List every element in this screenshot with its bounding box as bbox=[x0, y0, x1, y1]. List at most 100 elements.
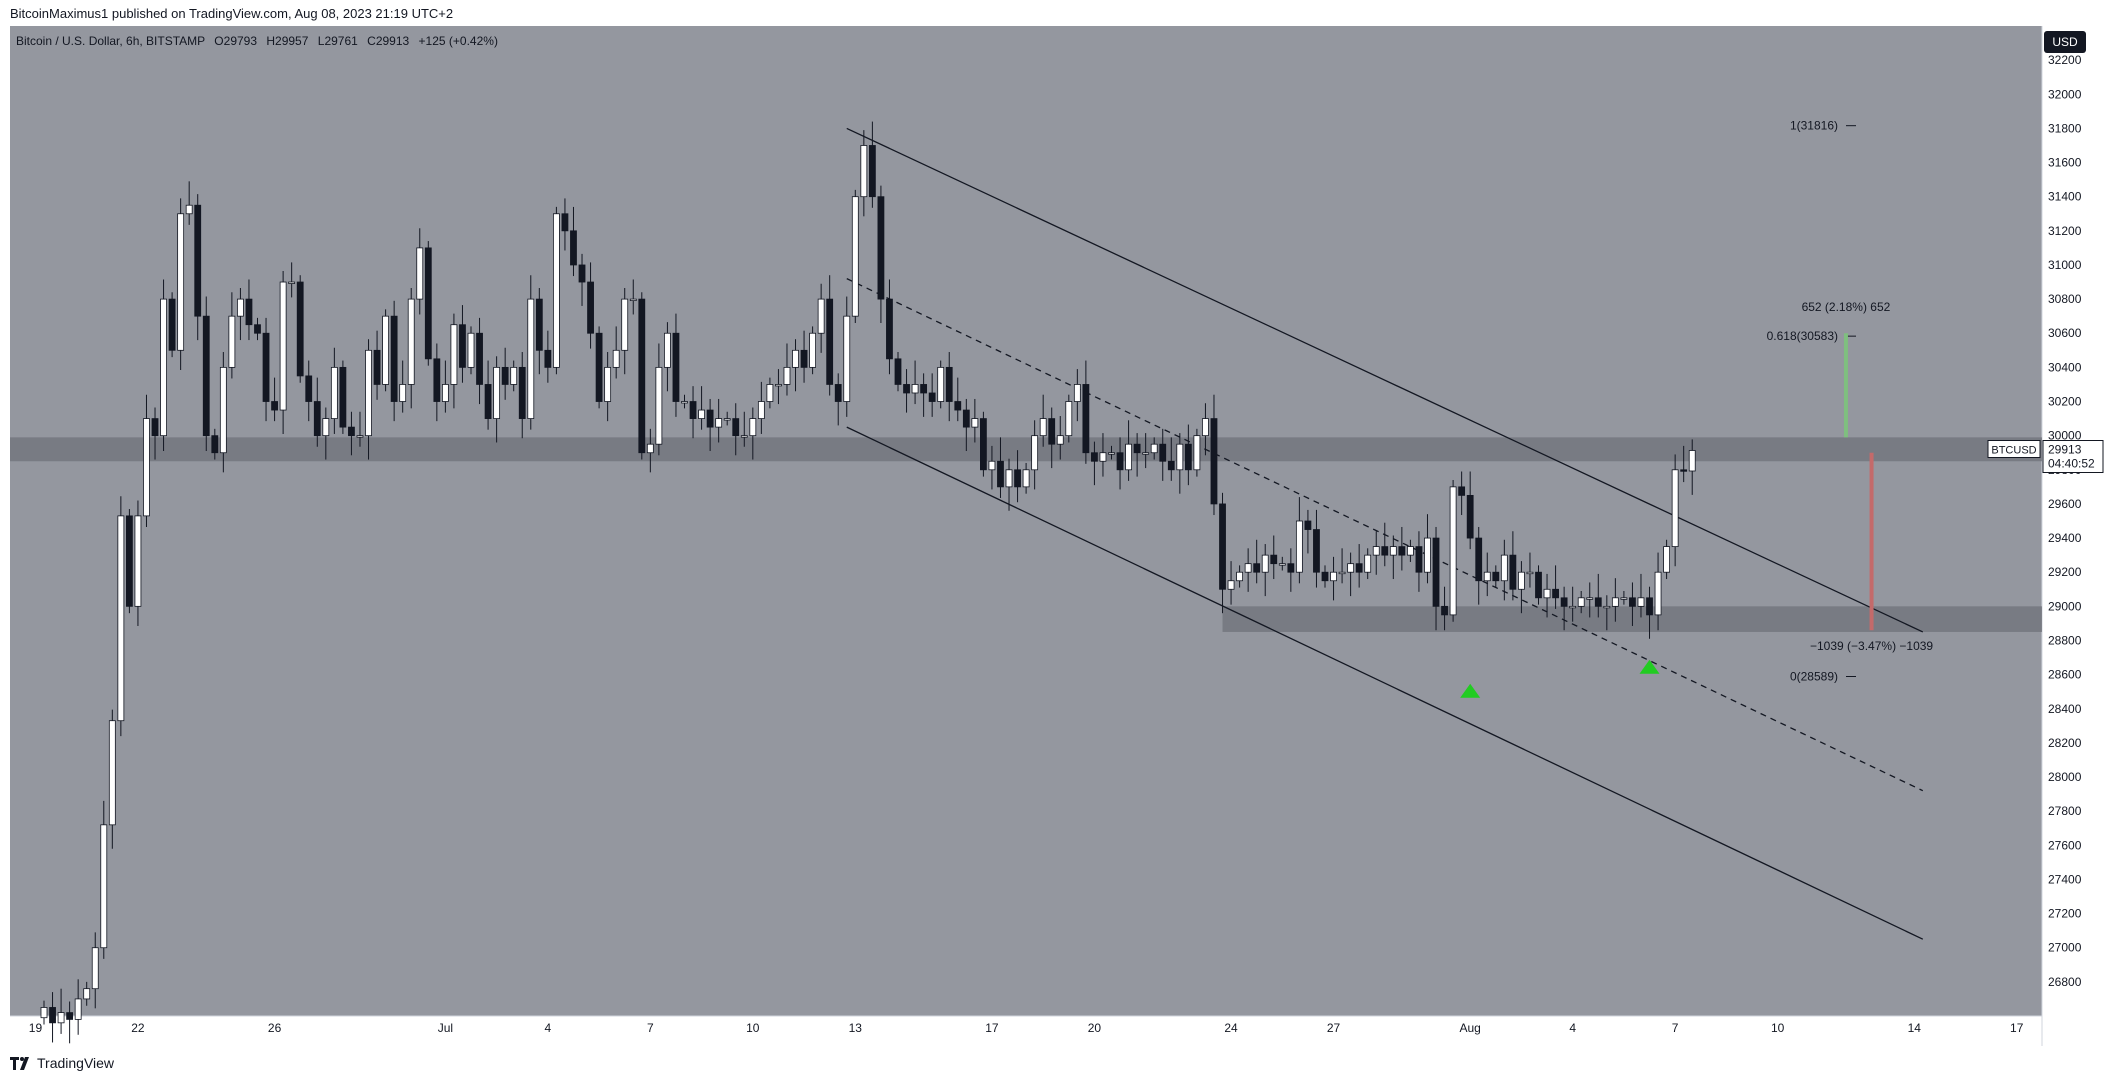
candle-body bbox=[809, 332, 816, 368]
candle-body bbox=[91, 947, 99, 990]
time-tick-label: 10 bbox=[746, 1021, 760, 1035]
high-value: 29957 bbox=[275, 34, 309, 48]
candle bbox=[962, 398, 970, 452]
price-chart[interactable]: 1(31816) 0.618(30583) 0(28589) 652 (2.18%)… bbox=[0, 26, 2114, 1046]
candle bbox=[66, 1001, 74, 1044]
candle bbox=[1646, 586, 1653, 639]
candle bbox=[1278, 556, 1286, 571]
candle bbox=[1287, 548, 1295, 592]
candle-body bbox=[1594, 597, 1602, 607]
time-tick-label: 10 bbox=[1771, 1021, 1785, 1035]
candle bbox=[809, 326, 816, 375]
candle-body bbox=[1159, 443, 1167, 462]
candle-body bbox=[553, 213, 560, 368]
candle bbox=[612, 326, 620, 379]
candle-body bbox=[1236, 571, 1243, 582]
symbol-title: Bitcoin / U.S. Dollar, 6h, BITSTAMP bbox=[16, 34, 205, 48]
candle-body bbox=[57, 1012, 65, 1024]
candle bbox=[1048, 407, 1056, 469]
candle bbox=[1227, 561, 1235, 605]
candle bbox=[143, 394, 150, 527]
candle bbox=[1116, 437, 1124, 490]
candle bbox=[1680, 445, 1688, 483]
candle-body bbox=[1022, 469, 1030, 488]
candle-body bbox=[1278, 563, 1286, 566]
candle-body bbox=[1270, 554, 1278, 565]
time-tick-label: Aug bbox=[1460, 1021, 1481, 1035]
candle-body bbox=[1458, 486, 1466, 496]
candle-body bbox=[151, 418, 159, 437]
measure-up-bar bbox=[1843, 333, 1848, 438]
time-tick-label: 17 bbox=[2010, 1021, 2024, 1035]
candle bbox=[40, 1000, 48, 1025]
candle-body bbox=[117, 515, 125, 722]
svg-text:Bitcoin / U.S. Dollar, 6h, BIT: Bitcoin / U.S. Dollar, 6h, BITSTAMP O297… bbox=[16, 34, 498, 48]
candle bbox=[980, 411, 987, 477]
candle-body bbox=[1364, 554, 1372, 573]
candle bbox=[1202, 403, 1209, 456]
candle bbox=[1330, 556, 1337, 601]
fib-levels: 1(31816) 0.618(30583) 0(28589) bbox=[1767, 119, 1856, 683]
candle-body bbox=[1415, 546, 1423, 573]
candles bbox=[40, 121, 1696, 1044]
candle-body bbox=[1432, 537, 1440, 607]
candle-body bbox=[894, 358, 902, 385]
candle bbox=[245, 279, 253, 341]
candle-body bbox=[544, 349, 552, 368]
candle bbox=[886, 279, 893, 375]
candle bbox=[219, 352, 227, 473]
time-tick-label: 26 bbox=[268, 1021, 282, 1035]
candle-body bbox=[100, 824, 108, 949]
candle bbox=[1620, 590, 1628, 605]
currency-button[interactable]: USD bbox=[2044, 31, 2086, 53]
price-tick-label: 27600 bbox=[2048, 838, 2082, 852]
candle-body bbox=[518, 366, 526, 419]
candle bbox=[732, 403, 740, 456]
candle-body bbox=[535, 298, 543, 351]
candle bbox=[1466, 471, 1474, 550]
candle bbox=[843, 296, 851, 417]
candle-body bbox=[1056, 435, 1064, 445]
candle-body bbox=[271, 401, 278, 411]
green-triangle-marker bbox=[1460, 683, 1481, 698]
candle-body bbox=[1483, 571, 1491, 582]
plot-area[interactable] bbox=[10, 26, 2042, 1016]
candle-body bbox=[911, 384, 919, 394]
price-tick-label: 28800 bbox=[2048, 633, 2082, 647]
candle-body bbox=[843, 315, 851, 402]
price-tick-label: 30400 bbox=[2048, 360, 2082, 374]
low-value: 29761 bbox=[324, 34, 358, 48]
candle-body bbox=[237, 298, 244, 317]
price-tick-label: 31000 bbox=[2048, 258, 2082, 272]
candle-body bbox=[49, 1007, 56, 1024]
time-axis[interactable] bbox=[0, 1016, 2042, 1046]
candle-body bbox=[211, 435, 219, 454]
time-tick-label: 27 bbox=[1327, 1021, 1341, 1035]
candle bbox=[484, 360, 492, 430]
candle bbox=[1313, 509, 1320, 588]
candle bbox=[57, 988, 65, 1034]
candle-body bbox=[1526, 571, 1534, 575]
candle-body bbox=[1039, 418, 1047, 437]
candle-body bbox=[1441, 605, 1448, 616]
candle-body bbox=[1389, 546, 1397, 556]
candle-body bbox=[1535, 571, 1542, 599]
candle-body bbox=[971, 418, 979, 428]
candle bbox=[928, 373, 936, 417]
candle-body bbox=[1116, 452, 1124, 471]
candle-body bbox=[681, 401, 688, 404]
tradingview-logo[interactable]: TradingView bbox=[10, 1055, 114, 1071]
price-axis[interactable] bbox=[2042, 26, 2114, 1046]
fib-level-label: 0.618(30583) bbox=[1767, 329, 1838, 343]
candle-body bbox=[826, 298, 834, 385]
candle-body bbox=[800, 349, 808, 368]
candle-body bbox=[672, 332, 680, 402]
candle bbox=[604, 352, 612, 422]
candle-body bbox=[689, 401, 697, 419]
candle bbox=[527, 275, 535, 430]
candle-body bbox=[219, 366, 227, 454]
candle-body bbox=[1073, 384, 1081, 402]
candle-body bbox=[484, 384, 492, 419]
candle bbox=[1347, 552, 1355, 597]
time-tick-label: 17 bbox=[985, 1021, 999, 1035]
